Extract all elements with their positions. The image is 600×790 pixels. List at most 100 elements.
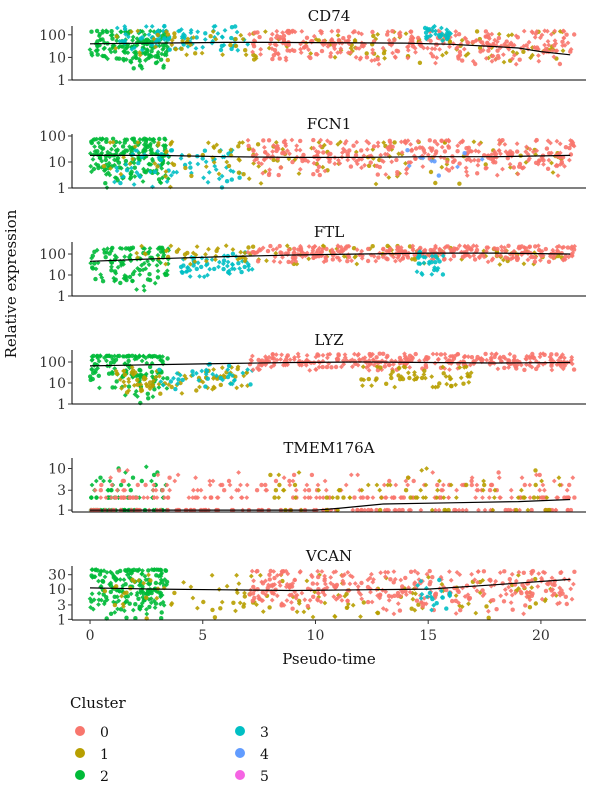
data-point [235,47,241,53]
data-point [410,35,416,41]
data-point [360,253,365,259]
data-point [429,46,435,52]
data-point [533,601,538,606]
data-point [382,55,387,61]
data-point [424,594,430,600]
data-point [209,495,214,500]
data-point [335,141,341,147]
data-point [254,365,260,371]
data-point [299,29,305,34]
data-point [322,600,328,606]
data-point [496,137,502,143]
data-point [141,495,147,500]
data-point [405,148,410,153]
data-point [498,593,504,599]
data-point [195,495,201,500]
data-point [124,390,130,395]
data-point [521,43,527,49]
data-point [385,482,391,488]
data-point [133,602,138,607]
data-point [337,161,343,166]
data-point [437,577,442,583]
data-point [454,487,459,493]
data-point [229,25,235,30]
y-tick-label: 1 [57,73,66,89]
data-point [176,247,181,252]
data-point [495,246,500,252]
data-point [453,29,459,34]
data-point [507,42,512,48]
data-point [457,181,462,186]
data-point [489,58,495,64]
data-point [430,54,436,59]
data-point [90,157,96,162]
data-point [101,168,107,173]
data-point [159,592,165,598]
data-point [187,274,193,279]
data-point [444,166,449,172]
data-point [246,267,252,273]
data-point [433,28,438,34]
data-point [564,32,569,37]
data-point [464,482,469,488]
data-point [501,354,506,360]
data-point [157,43,162,49]
data-point [156,37,162,43]
data-point [152,169,158,175]
data-point [114,38,120,44]
data-point [138,400,143,406]
data-point [207,482,213,488]
data-point [517,57,522,62]
data-point [297,147,303,153]
data-point [88,377,93,383]
data-point [157,179,163,185]
data-point [327,351,333,357]
data-point [186,495,192,500]
panel-title: VCAN [305,547,352,565]
data-point [458,375,464,381]
data-point [528,55,533,61]
data-point [488,355,494,361]
data-point [106,163,112,169]
data-point [415,570,421,576]
data-point [132,174,138,179]
data-point [456,32,462,37]
data-point [408,569,414,574]
data-point [514,366,519,371]
data-point [90,265,95,270]
data-point [261,157,267,163]
data-point [473,61,478,67]
data-point [500,581,505,586]
data-point [159,610,164,615]
data-point [446,145,452,150]
data-point [569,596,575,602]
data-point [434,601,439,606]
data-point [136,160,141,166]
data-point [328,50,334,56]
data-point [151,139,157,145]
data-point [145,383,150,389]
data-point [201,175,206,181]
data-point [172,31,177,36]
data-point [248,357,254,363]
data-point [459,482,465,488]
data-point [151,482,157,488]
data-point [135,140,141,145]
data-point [160,382,166,388]
data-point [108,583,114,588]
data-point [153,580,159,586]
data-point [267,167,272,173]
data-point [419,272,425,277]
data-point [163,568,169,573]
data-point [261,138,266,143]
data-point [541,495,546,500]
data-point [345,570,351,575]
data-point [525,257,531,263]
data-point [551,54,557,60]
panel-title: LYZ [314,331,343,349]
data-point [430,351,436,357]
points [88,136,577,190]
data-point [563,254,568,259]
data-point [155,472,161,478]
data-point [246,245,251,250]
